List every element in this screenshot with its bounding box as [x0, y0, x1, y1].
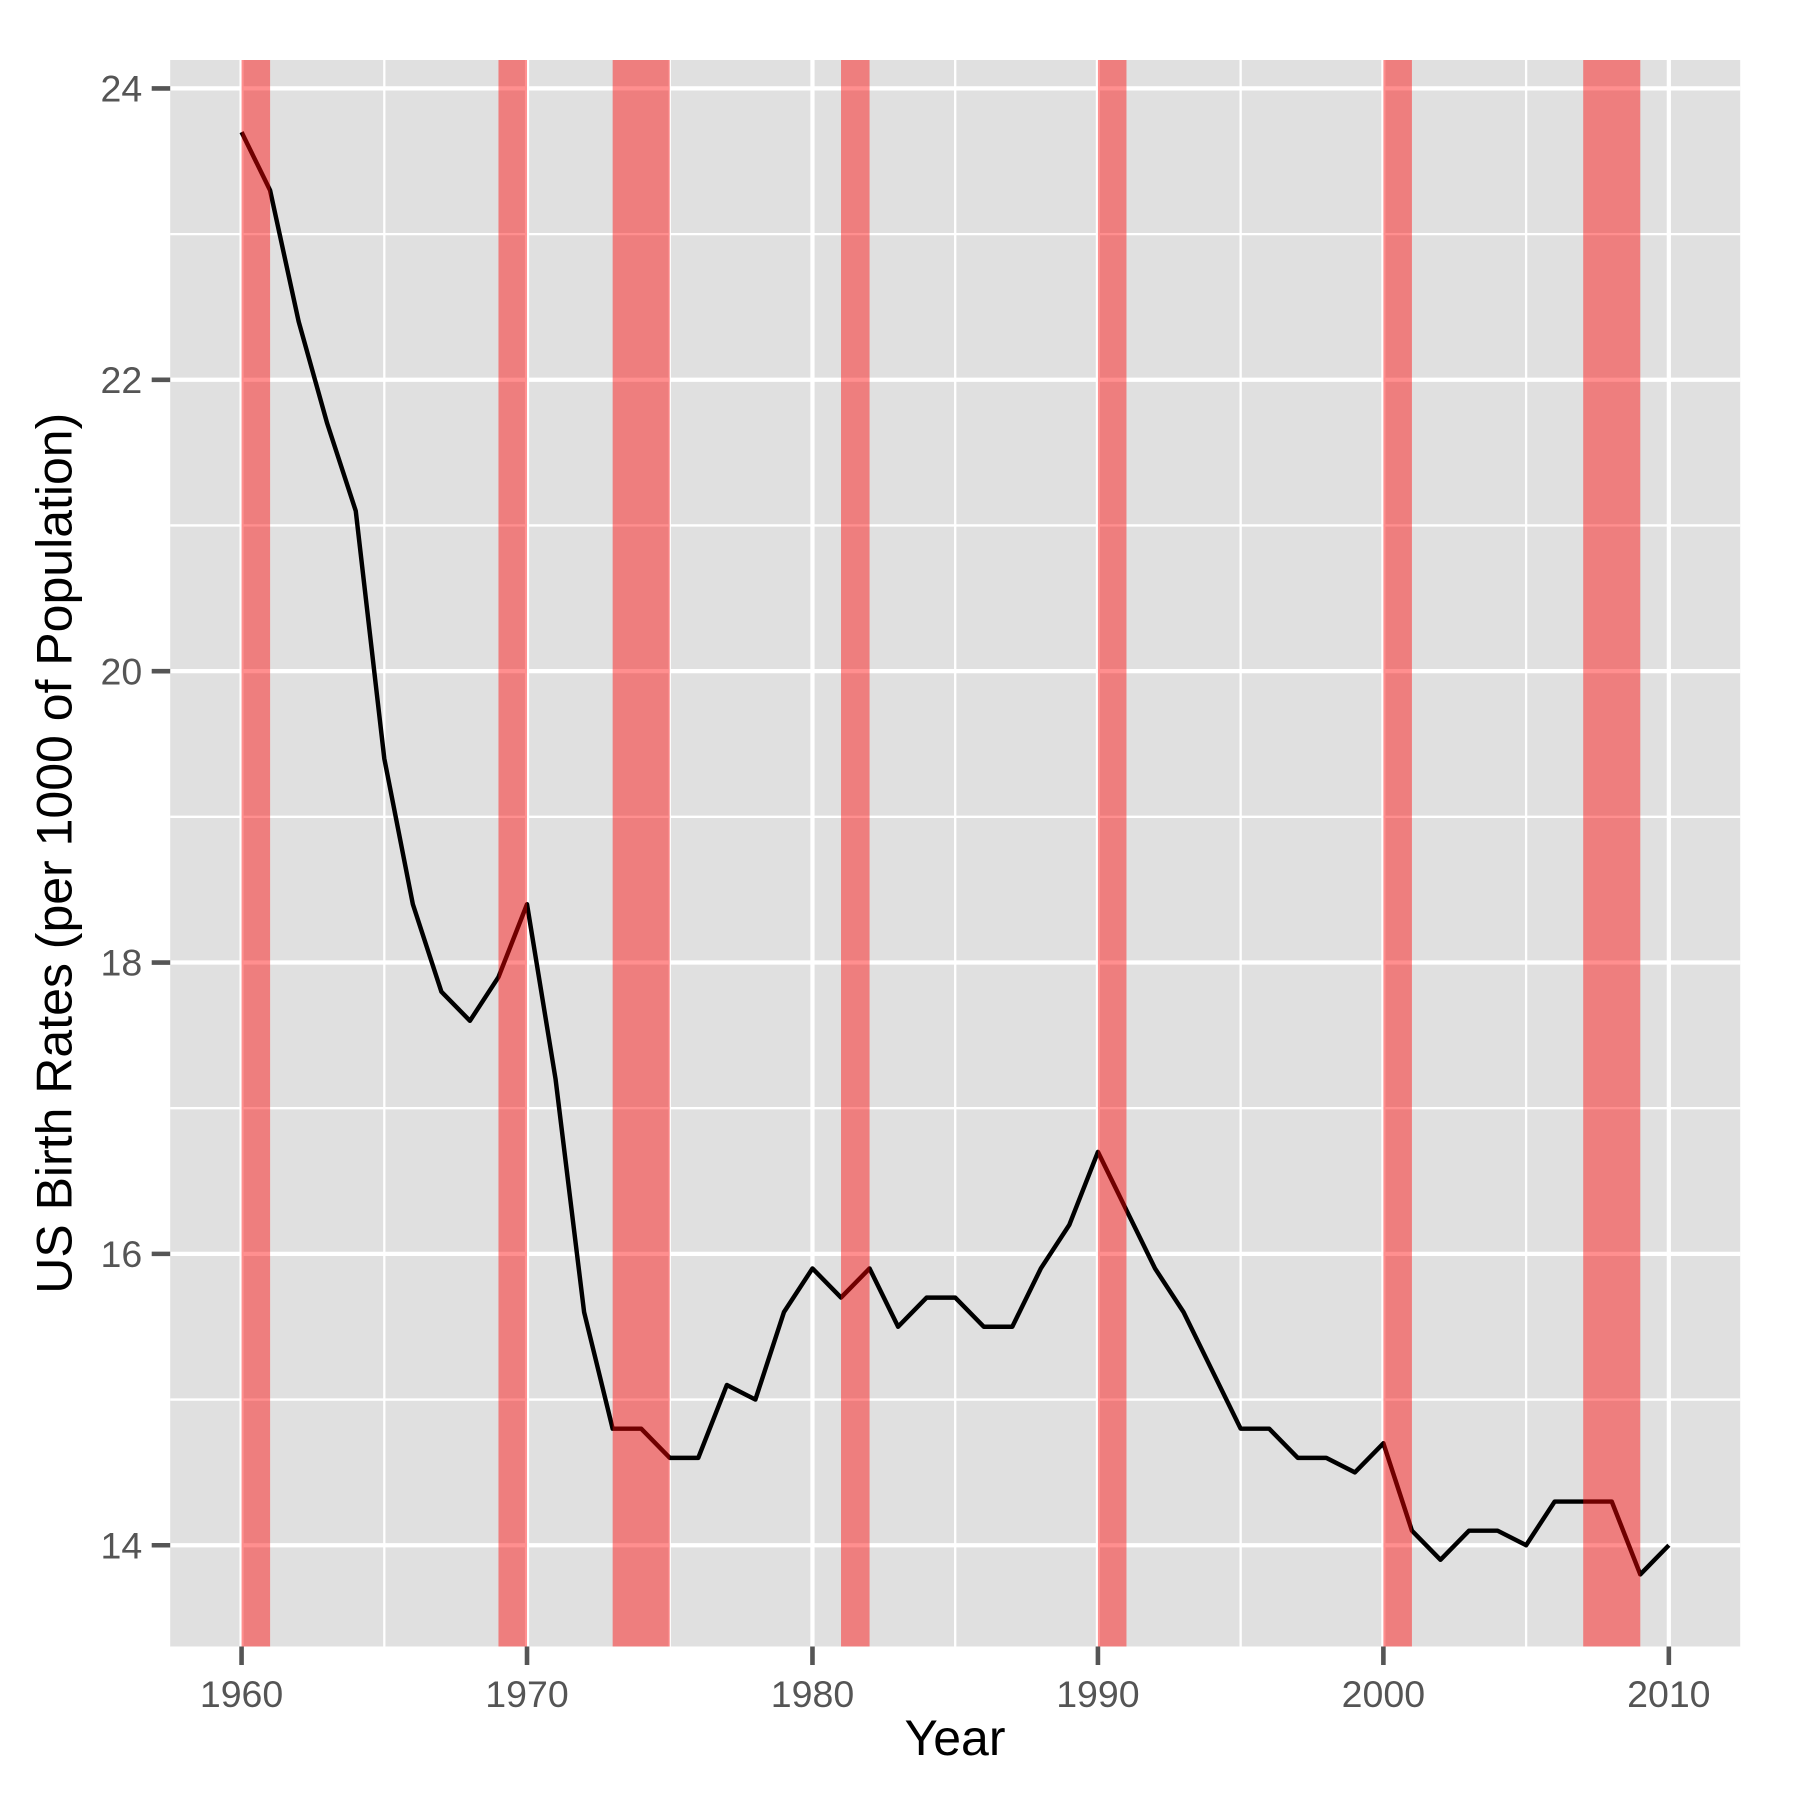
data-line-layer [239, 131, 1671, 1577]
recession-band-1973-1975 [612, 60, 670, 1647]
y-tick-label-22: 22 [100, 359, 142, 401]
plot-panel-layer [170, 60, 1741, 1647]
x-axis-title: Year [904, 1710, 1005, 1766]
axes-layer: 14 16 18 20 22 24 1960 1970 1980 1990 2000 2010 [100, 68, 1710, 1715]
y-tick-label-18: 18 [100, 942, 142, 984]
x-tick-label-1990: 1990 [1056, 1673, 1139, 1715]
recession-band-1960-1961 [241, 60, 271, 1647]
y-axis-title: US Birth Rates (per 1000 of Population) [27, 413, 83, 1294]
recession-bands-layer [241, 60, 1641, 1647]
y-tick-label-24: 24 [100, 68, 142, 110]
recession-band-2000-2001 [1383, 60, 1412, 1647]
x-tick-label-1980: 1980 [771, 1673, 854, 1715]
x-tick-label-1960: 1960 [200, 1673, 283, 1715]
recession-band-2007-2009 [1583, 60, 1641, 1647]
recession-band-1990-1991 [1097, 60, 1127, 1647]
x-tick-label-2000: 2000 [1342, 1673, 1425, 1715]
x-tick-label-1970: 1970 [485, 1673, 568, 1715]
recession-band-1981-1982 [841, 60, 870, 1647]
birth-rate-line [239, 131, 1671, 1577]
y-tick-label-16: 16 [100, 1233, 142, 1275]
y-tick-label-20: 20 [100, 650, 142, 692]
recession-band-1969-1970 [498, 60, 528, 1647]
y-tick-label-14: 14 [100, 1524, 142, 1566]
x-tick-label-2010: 2010 [1627, 1673, 1710, 1715]
